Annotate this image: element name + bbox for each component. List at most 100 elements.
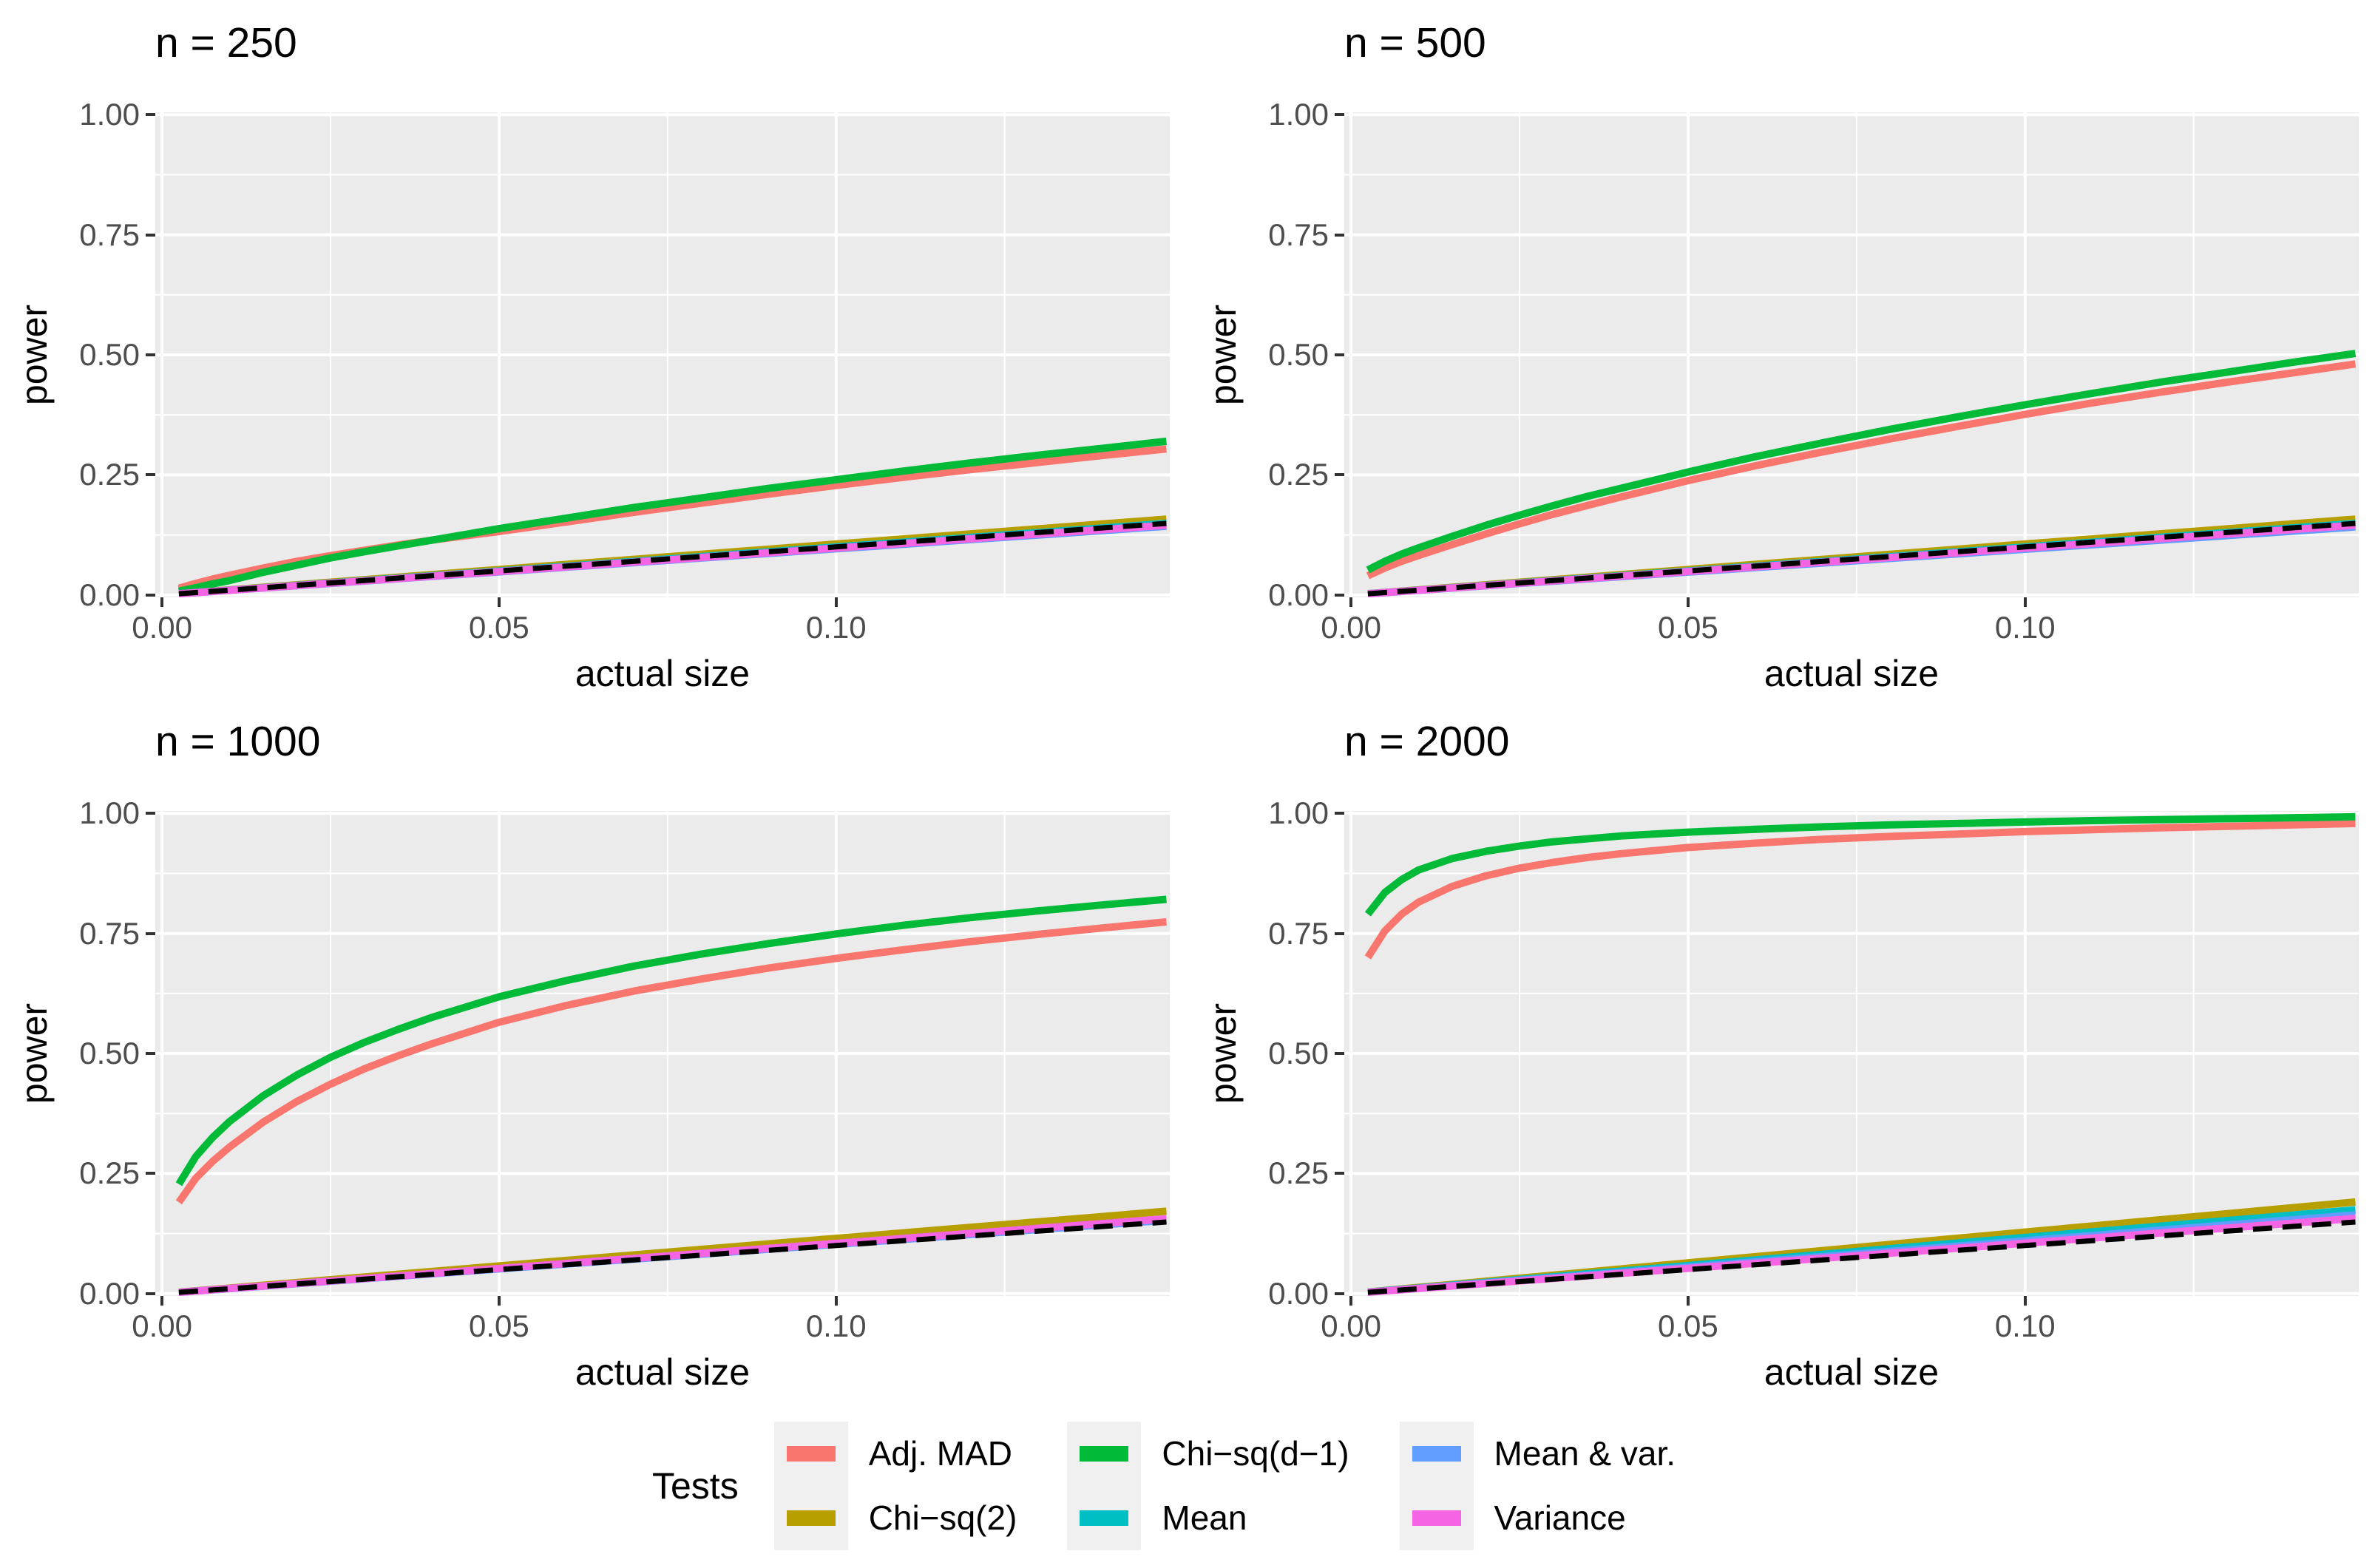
- legend-key-mean: [1067, 1486, 1141, 1550]
- x-axis-tick: [497, 597, 501, 607]
- x-axis-tick: [160, 1296, 164, 1306]
- legend-label-mean-var: Mean & var.: [1494, 1434, 1676, 1473]
- y-axis-tick: [146, 473, 155, 477]
- y-axis-tick-label: 0.25: [1268, 457, 1329, 492]
- x-axis-tick: [834, 597, 838, 607]
- y-axis-tick-label: 1.00: [79, 795, 140, 831]
- x-axis-tick-label: 0.05: [469, 1309, 529, 1343]
- x-axis-tick-label: 0.10: [805, 1309, 867, 1343]
- legend-key-background: [1399, 1421, 1474, 1550]
- y-axis-tick-label: 1.00: [79, 97, 140, 132]
- y-axis-tick-label: 1.00: [1268, 97, 1329, 132]
- y-axis-tick: [1335, 233, 1344, 237]
- mean-line-swatch: [1080, 1510, 1129, 1526]
- legend-key-background: [773, 1421, 848, 1550]
- y-axis-tick: [146, 812, 155, 815]
- y-axis-title: power: [13, 304, 55, 406]
- y-axis-tick-label: 0.00: [1268, 577, 1329, 612]
- x-axis-title: actual size: [1764, 653, 1940, 694]
- plot-area-n500: power actual size 0.00 0.05 0.10 0.00 0.25 0.…: [1202, 97, 2359, 694]
- legend-column-2: Chi−sq(d−1) Mean: [1067, 1421, 1392, 1550]
- plot-area-n2000: power actual size 0.00 0.05 0.10 0.00 0.25 0.…: [1202, 795, 2359, 1393]
- legend-key-mean-var: [1400, 1422, 1474, 1486]
- legend-column-1: Adj. MAD Chi−sq(2): [773, 1421, 1060, 1550]
- plot-canvas-n250: [155, 112, 1170, 597]
- y-axis-tick-label: 0.50: [1268, 337, 1329, 372]
- legend-key-variance: [1400, 1486, 1474, 1550]
- y-axis-title: power: [1202, 1002, 1244, 1104]
- legend-label-mean: Mean: [1162, 1499, 1247, 1537]
- y-axis-tick-label: 1.00: [1268, 795, 1329, 831]
- x-axis-tick: [1349, 1296, 1353, 1306]
- legend-label-chi-sq-2: Chi−sq(2): [868, 1499, 1017, 1537]
- plot-canvas-n500: [1344, 112, 2359, 597]
- y-axis-tick: [1335, 1172, 1344, 1175]
- y-axis-tick: [1335, 812, 1344, 815]
- x-axis-tick-label: 0.05: [1658, 1309, 1718, 1343]
- y-axis-tick-label: 0.50: [79, 337, 140, 372]
- y-axis-tick: [146, 1292, 155, 1295]
- y-axis-tick: [1335, 1052, 1344, 1055]
- y-axis-tick: [146, 593, 155, 597]
- y-axis-tick-label: 0.50: [79, 1036, 140, 1070]
- y-axis-tick: [146, 1172, 155, 1175]
- mean-var-line-swatch: [1412, 1445, 1461, 1462]
- y-axis-tick-label: 0.25: [79, 457, 140, 492]
- x-axis-tick-label: 0.00: [132, 1309, 192, 1343]
- x-axis-tick: [497, 1296, 501, 1306]
- y-axis-title: power: [13, 1002, 55, 1104]
- y-axis-tick-label: 0.75: [79, 915, 140, 951]
- y-axis-tick: [1335, 473, 1344, 477]
- plot-canvas-n1000: [155, 811, 1170, 1296]
- x-axis-tick-label: 0.05: [1658, 610, 1718, 645]
- y-axis-tick: [146, 931, 155, 935]
- chi-sq-2-line-swatch: [786, 1510, 836, 1526]
- panel-title-n1000: n = 1000: [155, 718, 321, 765]
- y-axis-tick-label: 0.75: [1268, 217, 1329, 252]
- plot-area-n250: power actual size 0.00 0.05 0.10 0.00 0.25 0.…: [13, 97, 1170, 694]
- x-axis-tick: [2023, 1296, 2027, 1306]
- y-axis-tick: [146, 353, 155, 356]
- y-axis-tick-label: 0.75: [1268, 915, 1329, 951]
- legend-label-variance: Variance: [1494, 1499, 1626, 1537]
- panel-n2000: n = 2000 power actual size 0.00 0.05 0.10 0…: [1189, 699, 2378, 1397]
- panel-title-n500: n = 500: [1344, 19, 1486, 67]
- adj-mad-line-swatch: [786, 1445, 836, 1462]
- y-axis-tick: [1335, 1292, 1344, 1295]
- x-axis-tick: [2023, 597, 2027, 607]
- y-axis-tick: [1335, 353, 1344, 356]
- variance-line-swatch: [1412, 1510, 1461, 1526]
- y-axis-tick: [146, 113, 155, 117]
- legend-column-3: Mean & var. Variance: [1399, 1421, 1718, 1550]
- y-axis-tick: [1335, 931, 1344, 935]
- legend: Tests Adj. MAD Chi−sq(2) Chi−sq(d−1) Mea…: [0, 1397, 2378, 1568]
- x-axis-tick-label: 0.05: [469, 610, 529, 645]
- y-axis-tick-label: 0.00: [1268, 1275, 1329, 1311]
- panel-n1000: n = 1000 power actual size 0.00 0.05 0.10 0…: [0, 699, 1189, 1397]
- plot-area-n1000: power actual size 0.00 0.05 0.10 0.00 0.25 0.…: [13, 795, 1170, 1393]
- x-axis-tick: [834, 1296, 838, 1306]
- legend-key-adj-mad: [774, 1422, 848, 1486]
- chi-sq-d-1-line-swatch: [1080, 1445, 1129, 1462]
- x-axis-title: actual size: [575, 653, 751, 694]
- y-axis-tick: [146, 1052, 155, 1055]
- x-axis-title: actual size: [575, 1351, 751, 1393]
- y-axis-tick: [1335, 113, 1344, 117]
- y-axis-tick-label: 0.25: [79, 1155, 140, 1191]
- x-axis-title: actual size: [1764, 1351, 1940, 1393]
- y-axis-tick-label: 0.75: [79, 217, 140, 252]
- legend-label-adj-mad: Adj. MAD: [868, 1434, 1012, 1473]
- x-axis-tick-label: 0.00: [1321, 1309, 1381, 1343]
- legend-label-chi-sq-d-1: Chi−sq(d−1): [1162, 1434, 1349, 1473]
- panel-n250: n = 250 power actual size 0.00 0.05 0.10 0.…: [0, 0, 1189, 699]
- x-axis-tick: [1349, 597, 1353, 607]
- y-axis-tick-label: 0.00: [79, 1275, 140, 1311]
- panel-title-n250: n = 250: [155, 19, 297, 67]
- x-axis-tick: [1686, 1296, 1690, 1306]
- y-axis-title: power: [1202, 304, 1244, 406]
- panel-n500: n = 500 power actual size 0.00 0.05 0.10 0.…: [1189, 0, 2378, 699]
- legend-key-background: [1067, 1421, 1142, 1550]
- x-axis-tick-label: 0.10: [805, 610, 867, 645]
- x-axis-tick-label: 0.10: [1994, 1309, 2056, 1343]
